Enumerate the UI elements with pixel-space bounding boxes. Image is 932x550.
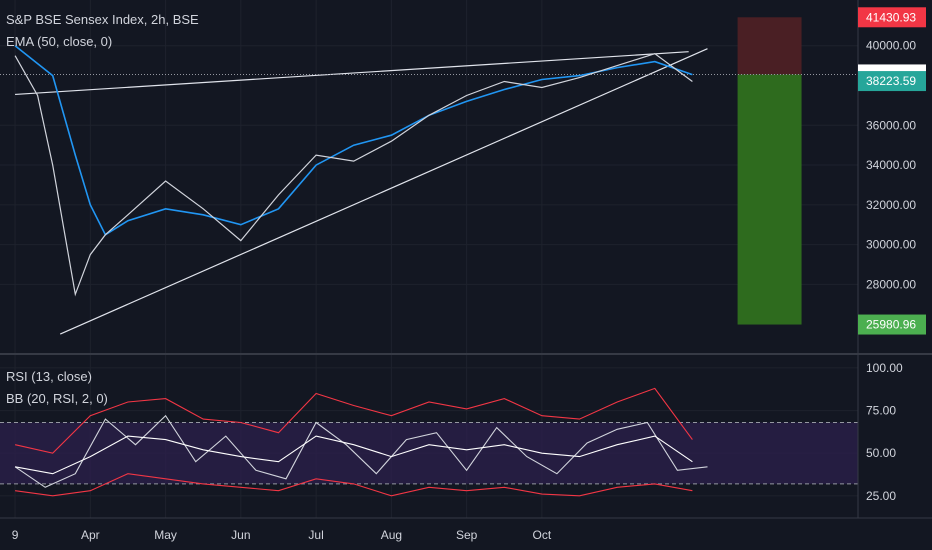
rsi-legend: RSI (13, close) <box>6 369 92 384</box>
price-badge-label-3: 25980.96 <box>866 318 916 332</box>
x-tick-label-0: 9 <box>12 528 19 542</box>
x-tick-label-6: Sep <box>456 528 478 542</box>
price-tick-label-4: 30000.00 <box>866 238 916 252</box>
x-tick-label-1: Apr <box>81 528 100 542</box>
price-badge-2 <box>858 71 926 92</box>
x-tick-label-3: Jun <box>231 528 250 542</box>
stop-zone <box>737 17 802 75</box>
rsi-series-2 <box>14 387 693 454</box>
rsi-series-1 <box>15 435 693 475</box>
bb-legend: BB (20, RSI, 2, 0) <box>6 391 108 406</box>
price-series-1 <box>14 53 693 297</box>
x-tick-label-4: Jul <box>308 528 323 542</box>
price-badge-label-2: 38223.59 <box>866 74 916 88</box>
x-tick-label-2: May <box>154 528 177 542</box>
price-tick-label-1: 36000.00 <box>866 118 916 132</box>
x-tick-label-5: Aug <box>381 528 402 542</box>
ema-legend: EMA (50, close, 0) <box>6 34 113 49</box>
price-badge-0 <box>858 7 926 28</box>
chart-title: S&P BSE Sensex Index, 2h, BSE <box>6 12 199 27</box>
price-series-0 <box>14 45 693 236</box>
trendline-0 <box>15 51 689 96</box>
rsi-tick-label-1: 75.00 <box>866 404 896 418</box>
trendline-1 <box>59 48 708 335</box>
price-tick-label-2: 34000.00 <box>866 158 916 172</box>
x-tick-label-7: Oct <box>533 528 552 542</box>
rsi-tick-label-3: 25.00 <box>866 489 896 503</box>
rsi-series-0 <box>14 414 708 488</box>
rsi-band <box>0 422 858 484</box>
price-tick-label-0: 40000.00 <box>866 39 916 53</box>
price-badge-label-0: 41430.93 <box>866 10 916 24</box>
rsi-tick-label-2: 50.00 <box>866 446 896 460</box>
rsi-tick-label-0: 100.00 <box>866 361 903 375</box>
price-tick-label-3: 32000.00 <box>866 198 916 212</box>
price-tick-label-5: 28000.00 <box>866 277 916 291</box>
rsi-series-3 <box>15 473 693 497</box>
price-badge-3 <box>858 314 926 335</box>
target-zone <box>737 74 802 325</box>
